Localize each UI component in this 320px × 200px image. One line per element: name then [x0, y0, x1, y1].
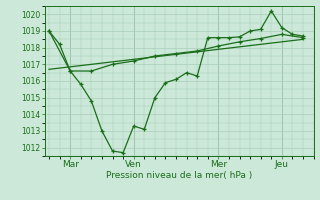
X-axis label: Pression niveau de la mer( hPa ): Pression niveau de la mer( hPa ) [106, 171, 252, 180]
